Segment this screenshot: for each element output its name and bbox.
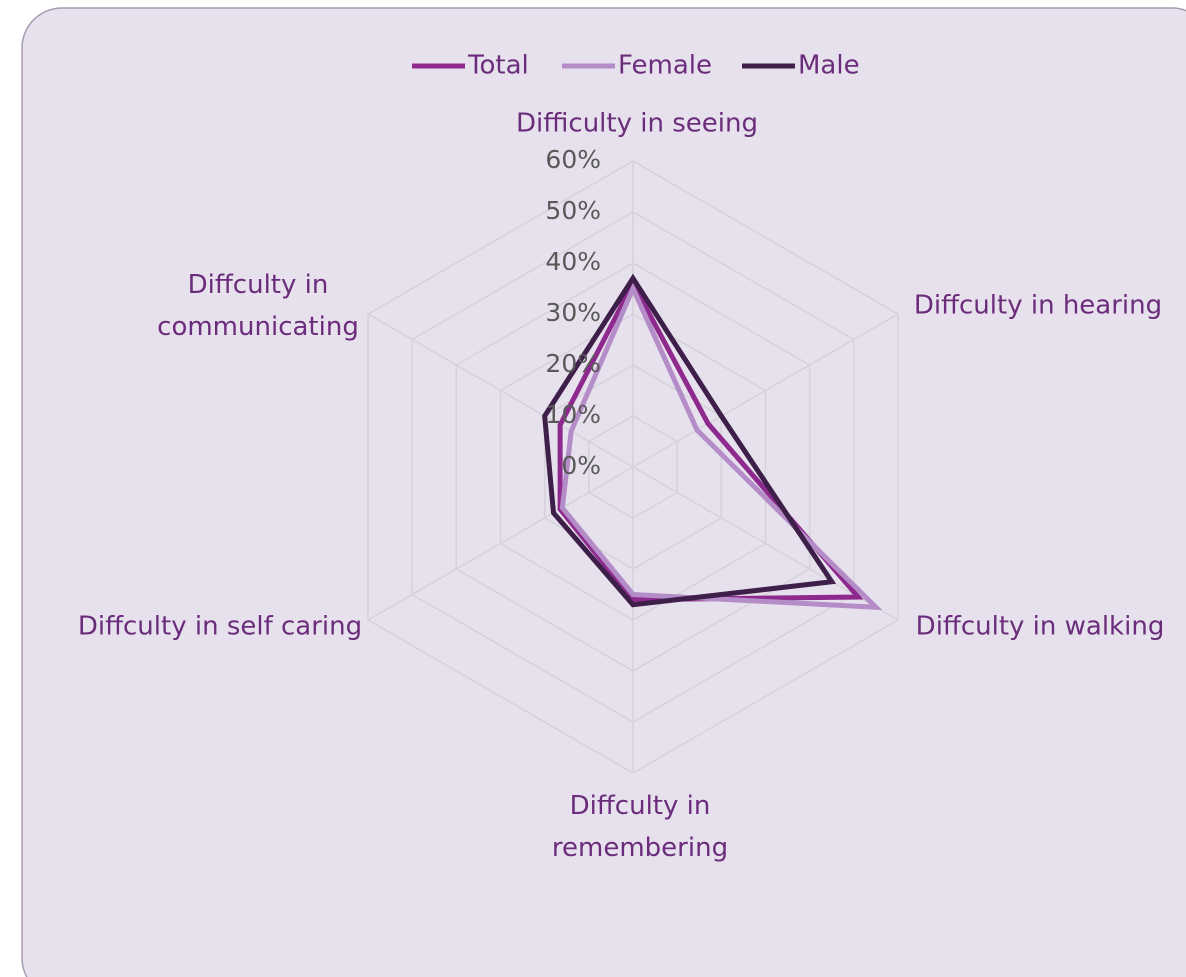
r-tick-label: 40% — [545, 247, 601, 276]
r-tick-label: 0% — [561, 451, 601, 480]
series-line — [557, 278, 864, 603]
spoke — [632, 313, 899, 468]
r-tick-label: 20% — [545, 349, 601, 378]
spoke — [367, 313, 634, 468]
category-label: Difficulty in seeing — [516, 109, 758, 139]
category-label: Diffculty in self caring — [78, 612, 362, 642]
series-line — [542, 273, 837, 608]
r-tick-label: 60% — [545, 145, 601, 174]
category-label: Diffculty in walking — [916, 612, 1165, 642]
r-tick-label: 10% — [545, 400, 601, 429]
chart-background — [21, 7, 1186, 977]
spoke — [367, 466, 634, 621]
category-label: Diffculty in hearing — [914, 291, 1162, 321]
r-tick-label: 30% — [545, 298, 601, 327]
series-line — [559, 282, 883, 611]
legend-label: Male — [798, 51, 860, 81]
category-label: Diffculty in remembering — [552, 791, 728, 863]
r-tick-label: 50% — [545, 196, 601, 225]
category-label: Diffculty in communicating — [157, 270, 359, 342]
legend-label: Total — [467, 51, 529, 81]
legend-label: Female — [618, 51, 712, 81]
